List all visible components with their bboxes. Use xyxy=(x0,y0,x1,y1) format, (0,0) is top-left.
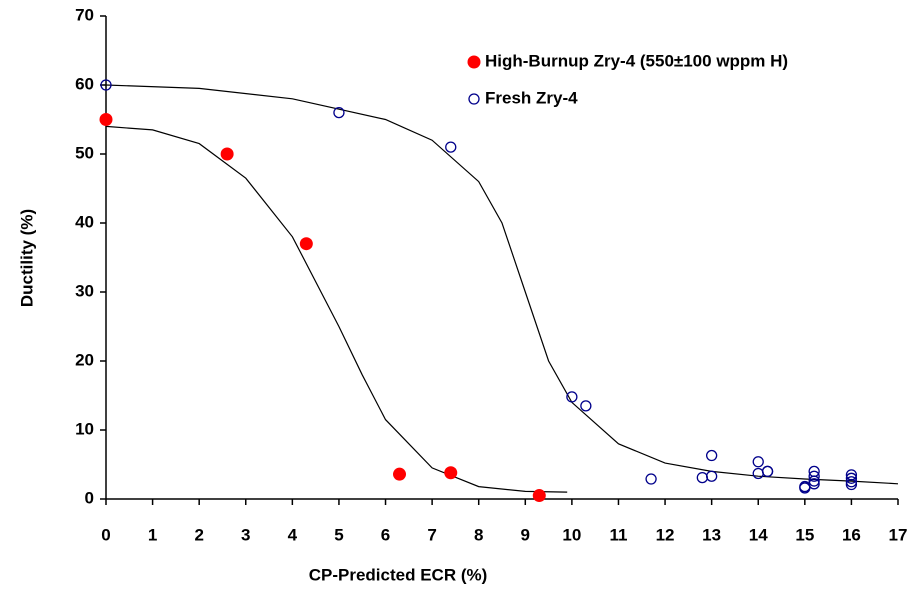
y-axis-label: Ductility (%) xyxy=(17,209,36,307)
y-tick-label: 0 xyxy=(85,488,94,507)
x-tick-label: 13 xyxy=(702,525,721,544)
data-point xyxy=(808,470,820,482)
x-tick-label: 14 xyxy=(749,525,768,544)
fit-curve xyxy=(105,125,568,493)
data-point xyxy=(845,472,858,484)
legend-label: Fresh Zry-4 xyxy=(485,88,578,107)
legend-label: High-Burnup Zry-4 (550±100 wppm H) xyxy=(485,51,788,70)
y-tick-label: 40 xyxy=(75,212,94,231)
data-point xyxy=(100,79,112,91)
y-tick-label: 30 xyxy=(75,281,94,300)
y-tick-label: 20 xyxy=(75,350,94,369)
y-tick-label: 10 xyxy=(75,419,94,438)
x-tick-label: 2 xyxy=(194,525,203,544)
x-tick-label: 11 xyxy=(609,525,627,544)
x-tick-label: 17 xyxy=(889,525,908,544)
x-tick-label: 0 xyxy=(101,525,110,544)
legend-marker xyxy=(468,93,480,105)
data-point xyxy=(299,237,313,251)
data-point xyxy=(761,465,774,478)
data-point xyxy=(645,473,657,485)
data-point xyxy=(445,141,457,153)
x-tick-label: 5 xyxy=(334,525,343,544)
data-point xyxy=(333,106,345,119)
x-tick-label: 1 xyxy=(148,525,157,544)
data-point xyxy=(845,478,858,491)
x-tick-label: 6 xyxy=(381,525,390,544)
y-tick-label: 50 xyxy=(75,143,94,162)
data-point xyxy=(808,475,820,487)
x-axis-label: CP-Predicted ECR (%) xyxy=(309,565,488,584)
data-point xyxy=(752,467,764,480)
data-point xyxy=(532,489,546,503)
x-tick-label: 15 xyxy=(795,525,814,544)
x-tick-label: 10 xyxy=(562,525,581,544)
data-point xyxy=(220,147,234,161)
data-point xyxy=(444,466,458,480)
y-tick-label: 70 xyxy=(75,5,94,24)
x-tick-label: 3 xyxy=(241,525,250,544)
data-point xyxy=(99,113,113,126)
data-point xyxy=(580,400,592,412)
x-tick-label: 16 xyxy=(842,525,861,544)
x-tick-label: 8 xyxy=(474,525,483,544)
y-tick-label: 60 xyxy=(75,74,94,93)
data-point xyxy=(845,476,858,488)
data-point xyxy=(696,471,708,484)
x-tick-label: 7 xyxy=(427,525,436,544)
data-point xyxy=(808,478,820,490)
data-point xyxy=(705,449,718,462)
data-point xyxy=(393,467,407,481)
data-point xyxy=(752,456,764,468)
data-point xyxy=(566,391,578,403)
fit-curve xyxy=(105,84,899,485)
x-tick-label: 12 xyxy=(656,525,675,544)
x-tick-label: 9 xyxy=(521,525,530,544)
data-point xyxy=(705,470,718,482)
legend-marker xyxy=(467,55,481,69)
x-tick-label: 4 xyxy=(288,525,298,544)
